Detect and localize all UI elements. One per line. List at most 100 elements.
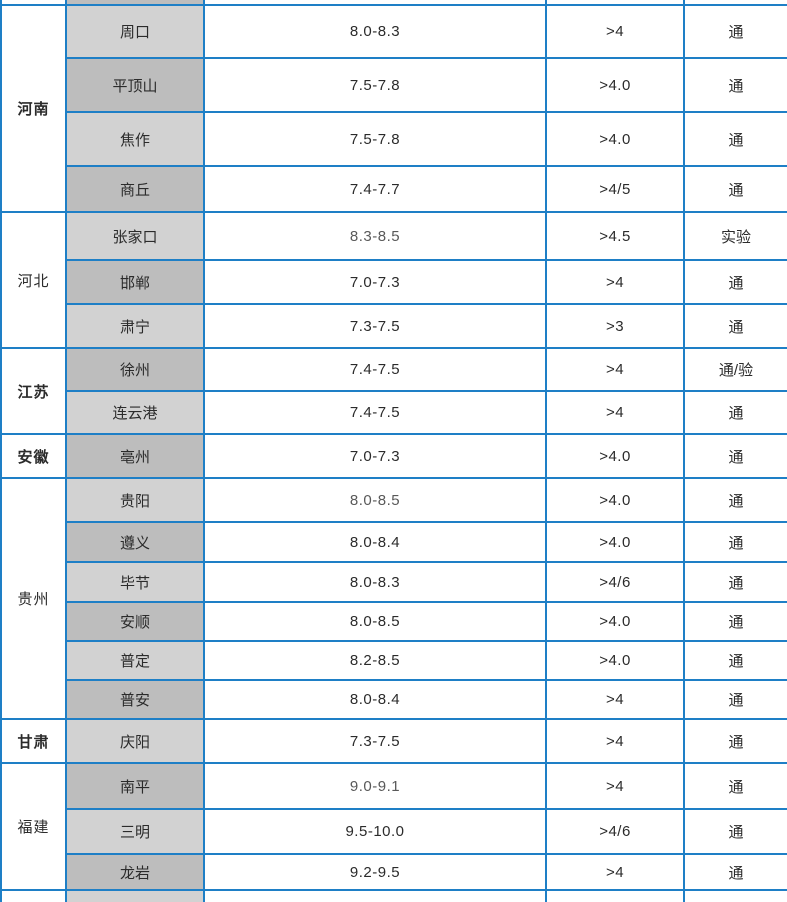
city-cell: 连云港 bbox=[65, 390, 205, 435]
threshold-cell: >4 bbox=[545, 4, 685, 59]
threshold-cell: >4.0 bbox=[545, 111, 685, 167]
table-row: 肃宁 7.3-7.5 >3 通 bbox=[1, 303, 787, 349]
table-row: 焦作 7.5-7.8 >4.0 通 bbox=[1, 111, 787, 167]
status-cell: 通 bbox=[683, 808, 787, 855]
table-row: 福建 南平 9.0-9.1 >4 通 bbox=[0, 762, 787, 891]
city-cell: 周口 bbox=[65, 4, 205, 59]
threshold-cell: >4 bbox=[545, 390, 685, 435]
province-cell: 贵州 bbox=[0, 477, 67, 720]
province-cell: 江苏 bbox=[0, 347, 67, 435]
price-cell: 7.4-7.7 bbox=[203, 165, 547, 213]
price-cell: 7.3-7.5 bbox=[203, 718, 547, 764]
status-cell: 通 bbox=[683, 640, 787, 681]
threshold-cell: >4.0 bbox=[545, 477, 685, 523]
status-cell: 实验 bbox=[683, 211, 787, 261]
status-cell: 通 bbox=[683, 477, 787, 523]
price-cell: 7.0-7.3 bbox=[203, 433, 547, 479]
city-cell: 平顶山 bbox=[65, 57, 205, 113]
threshold-cell: >4 bbox=[545, 853, 685, 891]
status-cell: 通 bbox=[683, 259, 787, 305]
table-row: 甘肃 庆阳 7.3-7.5 >4 通 bbox=[0, 718, 787, 764]
city-cell: 肃宁 bbox=[65, 303, 205, 349]
city-cell: 亳州 bbox=[65, 433, 205, 479]
price-cell: 8.0-8.5 bbox=[203, 477, 547, 523]
province-cell: 甘肃 bbox=[0, 718, 67, 764]
price-cell: 7.5-7.8 bbox=[203, 111, 547, 167]
table-row-partial bbox=[0, 0, 787, 6]
threshold-cell: >4 bbox=[545, 259, 685, 305]
city-cell: 南平 bbox=[65, 762, 205, 810]
status-cell: 通 bbox=[683, 762, 787, 810]
threshold-cell bbox=[545, 889, 685, 902]
province-cell: 河南 bbox=[0, 4, 67, 213]
table-row: 江苏 徐州 7.4-7.5 >4 通/验 bbox=[0, 347, 787, 435]
province-cell: 河北 bbox=[0, 211, 67, 349]
table-row: 河南 周口 8.0-8.3 >4 通 bbox=[0, 4, 787, 213]
threshold-cell: >4/6 bbox=[545, 561, 685, 603]
price-cell: 8.3-8.5 bbox=[203, 211, 547, 261]
status-cell: 通 bbox=[683, 561, 787, 603]
status-cell bbox=[683, 889, 787, 902]
threshold-cell: >4/6 bbox=[545, 808, 685, 855]
province-cell: 安徽 bbox=[0, 433, 67, 479]
table-row: 龙岩 9.2-9.5 >4 通 bbox=[1, 853, 787, 891]
status-cell: 通 bbox=[683, 679, 787, 720]
table-row-partial bbox=[0, 889, 787, 902]
threshold-cell bbox=[545, 0, 685, 6]
status-cell: 通 bbox=[683, 165, 787, 213]
province-cell bbox=[0, 889, 67, 902]
city-cell: 安顺 bbox=[65, 601, 205, 642]
price-cell: 7.0-7.3 bbox=[203, 259, 547, 305]
city-cell: 商丘 bbox=[65, 165, 205, 213]
threshold-cell: >4.0 bbox=[545, 640, 685, 681]
status-cell: 通 bbox=[683, 853, 787, 891]
table-row: 普定 8.2-8.5 >4.0 通 bbox=[1, 640, 787, 681]
price-cell bbox=[203, 889, 547, 902]
price-cell: 8.0-8.3 bbox=[203, 4, 547, 59]
table-row: 普安 8.0-8.4 >4 通 bbox=[1, 679, 787, 720]
price-cell: 9.2-9.5 bbox=[203, 853, 547, 891]
status-cell: 通 bbox=[683, 390, 787, 435]
price-cell: 7.3-7.5 bbox=[203, 303, 547, 349]
city-cell: 普安 bbox=[65, 679, 205, 720]
city-cell: 龙岩 bbox=[65, 853, 205, 891]
price-cell: 8.2-8.5 bbox=[203, 640, 547, 681]
table-row: 毕节 8.0-8.3 >4/6 通 bbox=[1, 561, 787, 603]
city-cell bbox=[65, 889, 205, 902]
price-cell bbox=[203, 0, 547, 6]
city-cell bbox=[65, 0, 205, 6]
status-cell: 通 bbox=[683, 601, 787, 642]
city-cell: 三明 bbox=[65, 808, 205, 855]
status-cell: 通 bbox=[683, 303, 787, 349]
table-row: 平顶山 7.5-7.8 >4.0 通 bbox=[1, 57, 787, 113]
city-cell: 焦作 bbox=[65, 111, 205, 167]
price-cell: 7.4-7.5 bbox=[203, 347, 547, 392]
city-cell: 普定 bbox=[65, 640, 205, 681]
threshold-cell: >4 bbox=[545, 762, 685, 810]
price-cell: 7.4-7.5 bbox=[203, 390, 547, 435]
price-cell: 9.0-9.1 bbox=[203, 762, 547, 810]
table-row: 河北 张家口 8.3-8.5 >4.5 实验 bbox=[0, 211, 787, 349]
province-cell bbox=[0, 0, 67, 6]
table-row: 连云港 7.4-7.5 >4 通 bbox=[1, 390, 787, 435]
table-row: 安顺 8.0-8.5 >4.0 通 bbox=[1, 601, 787, 642]
city-cell: 徐州 bbox=[65, 347, 205, 392]
threshold-cell: >4/5 bbox=[545, 165, 685, 213]
price-cell: 7.5-7.8 bbox=[203, 57, 547, 113]
price-cell: 9.5-10.0 bbox=[203, 808, 547, 855]
status-cell: 通 bbox=[683, 57, 787, 113]
threshold-cell: >4 bbox=[545, 718, 685, 764]
status-cell: 通 bbox=[683, 718, 787, 764]
city-cell: 庆阳 bbox=[65, 718, 205, 764]
threshold-cell: >4.0 bbox=[545, 433, 685, 479]
table-row: 遵义 8.0-8.4 >4.0 通 bbox=[1, 521, 787, 563]
threshold-cell: >4.0 bbox=[545, 601, 685, 642]
table-row: 贵州 贵阳 8.0-8.5 >4.0 通 bbox=[0, 477, 787, 720]
table-row: 商丘 7.4-7.7 >4/5 通 bbox=[1, 165, 787, 213]
threshold-cell: >4.0 bbox=[545, 521, 685, 563]
price-cell: 8.0-8.4 bbox=[203, 679, 547, 720]
city-cell: 张家口 bbox=[65, 211, 205, 261]
price-cell: 8.0-8.4 bbox=[203, 521, 547, 563]
city-cell: 毕节 bbox=[65, 561, 205, 603]
